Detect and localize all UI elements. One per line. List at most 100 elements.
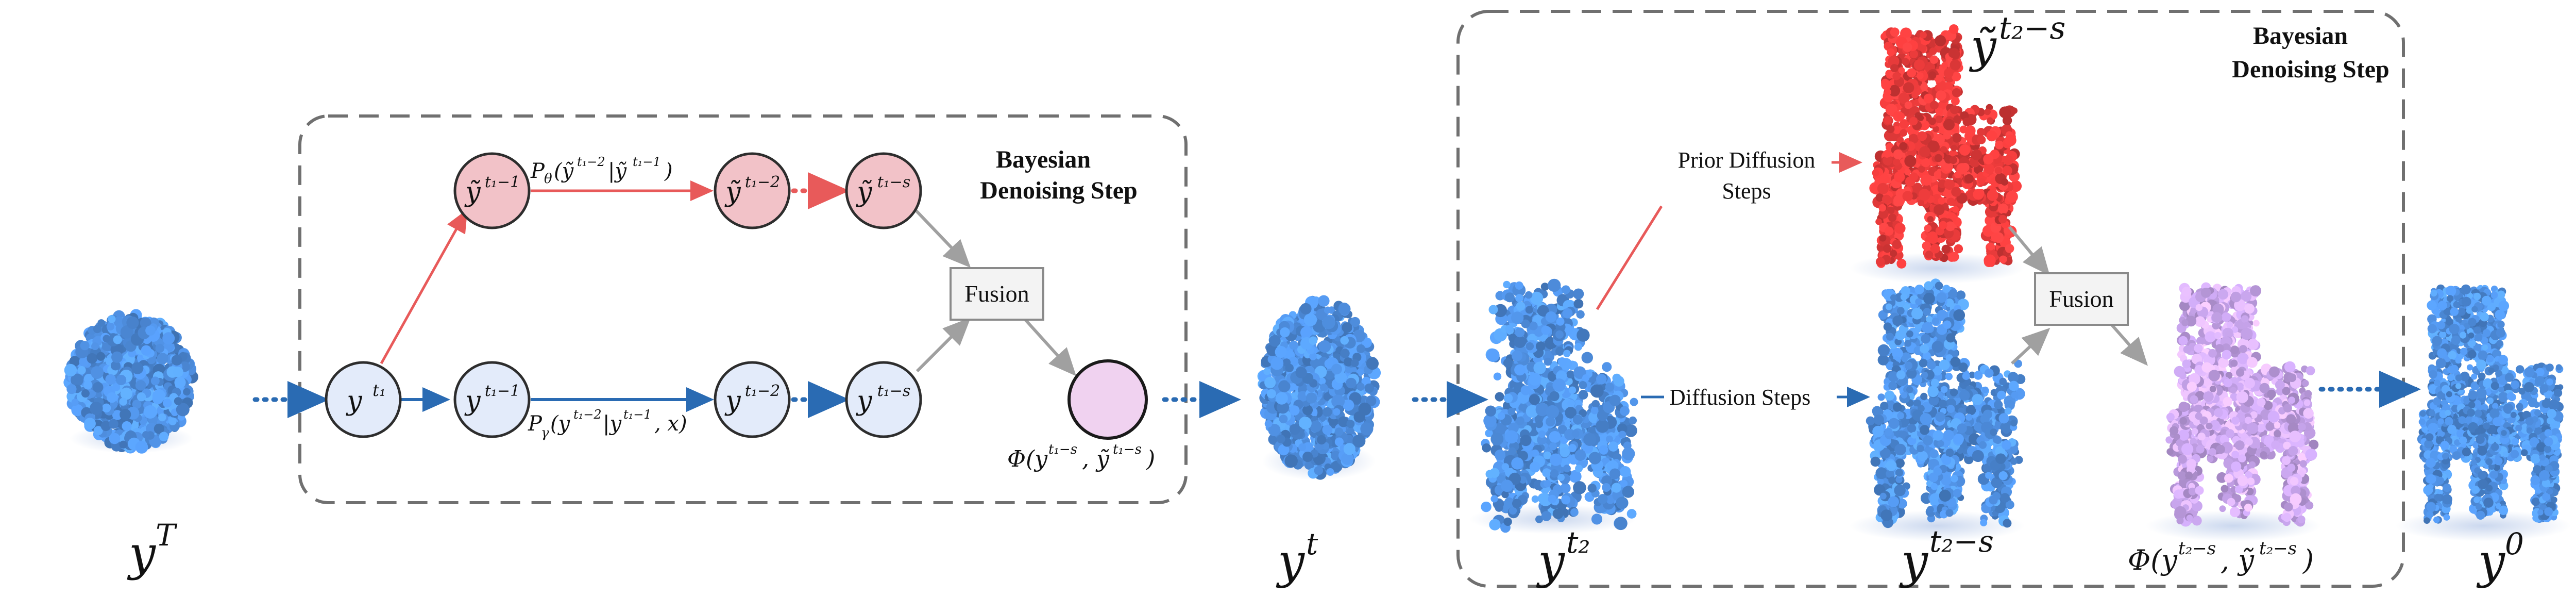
point [1991,233,2001,242]
point [106,322,114,331]
point [1929,449,1939,458]
point [1953,434,1964,444]
point [1543,451,1552,459]
fused-chair-point-cloud [2146,282,2321,541]
point [1597,410,1608,421]
point [1334,437,1344,446]
point [1909,117,1918,126]
point [1920,31,1927,39]
point [1934,171,1942,178]
point [1927,231,1938,242]
point [2005,244,2014,253]
point [1952,206,1959,213]
point [1495,392,1504,402]
point [1937,440,1944,447]
point [1504,430,1518,444]
point [1505,324,1514,334]
point [1350,359,1359,368]
point [64,363,77,377]
point [1883,150,1891,158]
point [1884,226,1894,236]
point [1884,390,1895,401]
point [1926,360,1936,370]
point [1263,368,1271,375]
point [1921,158,1930,168]
point [1870,456,1880,467]
point [1902,42,1912,53]
point [1935,115,1943,123]
point [1264,376,1276,389]
point [1949,156,1957,164]
point [1545,311,1557,323]
point [1973,189,1984,200]
point [1999,377,2007,386]
point [1495,503,1503,512]
point [66,384,77,394]
point [1619,466,1631,477]
point [1917,131,1927,141]
point [1877,344,1890,356]
point [1352,434,1366,448]
point [1501,479,1514,492]
point [1548,494,1556,504]
point [1601,475,1613,487]
point [1549,431,1561,443]
point [1946,197,1955,206]
point [1562,308,1573,319]
point [131,362,144,374]
point [1881,79,1892,90]
point [111,351,123,363]
point [1509,506,1517,515]
point [1878,204,1886,212]
point [1503,280,1511,289]
point [1964,125,1976,137]
point [1997,390,2006,400]
point [1921,371,1928,379]
point [1918,165,1925,173]
point [1974,371,1983,380]
point [1909,172,1919,181]
point [1358,402,1371,416]
point [1896,370,1906,379]
point [1921,334,1930,344]
point [1509,472,1521,485]
point [1490,433,1504,445]
point [1926,506,1934,514]
point [1990,428,1997,436]
point [77,366,86,375]
point [143,405,157,419]
point [1888,496,1899,508]
point [1913,59,1925,71]
point [1920,392,1928,401]
point [1340,349,1350,358]
point [154,423,164,434]
point [1882,194,1891,204]
point [1949,252,1959,262]
point [1540,283,1549,291]
point [1531,495,1539,503]
point [1490,495,1498,503]
point [1890,64,1899,72]
point [1934,204,1945,216]
point [79,357,89,367]
point [1890,294,1897,301]
point [1489,519,1501,531]
point [1885,303,1892,310]
point [1315,442,1324,451]
point [1994,167,2003,175]
point [1563,350,1571,357]
point [1914,285,1924,294]
point [1886,460,1897,471]
point [122,421,132,431]
point [1343,399,1354,411]
point [1950,388,1958,396]
point [1572,415,1583,425]
point [1890,250,1897,257]
point [1314,466,1323,475]
point [1895,458,1905,468]
point [1930,243,1940,254]
point [1888,476,1896,484]
point [1886,125,1895,134]
point [1548,278,1561,292]
point [69,356,80,367]
